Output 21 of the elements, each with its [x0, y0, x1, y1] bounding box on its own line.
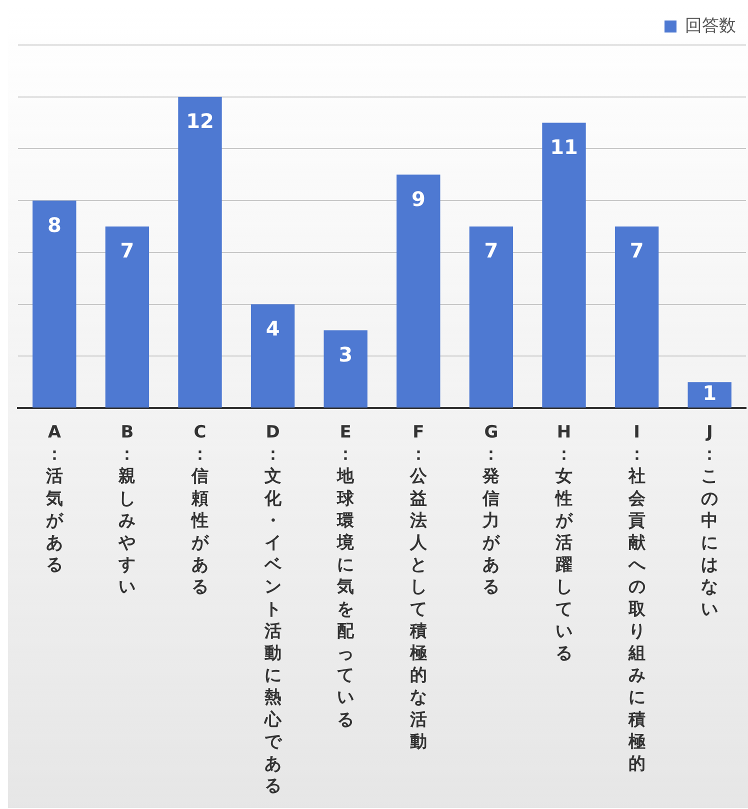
- data-label: 4: [266, 316, 280, 340]
- x-tick-label: C：信頼性がある: [190, 422, 210, 598]
- data-label: 7: [630, 238, 644, 263]
- legend-label: 回答数: [685, 16, 736, 36]
- x-tick-label: G：発信力がある: [482, 422, 501, 598]
- data-label: 11: [550, 134, 578, 159]
- category-label: D：文化・イベント活動に熱心である: [264, 422, 282, 796]
- data-label: 12: [186, 109, 214, 134]
- data-label: 7: [484, 238, 498, 263]
- data-label: 9: [411, 186, 426, 211]
- category-label: J：この中にはない: [701, 422, 718, 620]
- data-label: 3: [338, 342, 353, 366]
- x-tick-label: A：活気がある: [44, 422, 64, 576]
- data-label: 7: [120, 238, 134, 263]
- category-label: F：公益法人として積極的な活動: [410, 422, 427, 752]
- category-label: I：社会貢献への取り組みに積極的: [628, 422, 646, 774]
- data-label: 1: [702, 380, 717, 405]
- category-label: H：女性が活躍している: [556, 422, 572, 664]
- data-label: 8: [47, 212, 62, 237]
- x-tick-label: B：親しみやすい: [118, 422, 136, 598]
- category-label: E：地球環境に気を配っている: [337, 422, 354, 730]
